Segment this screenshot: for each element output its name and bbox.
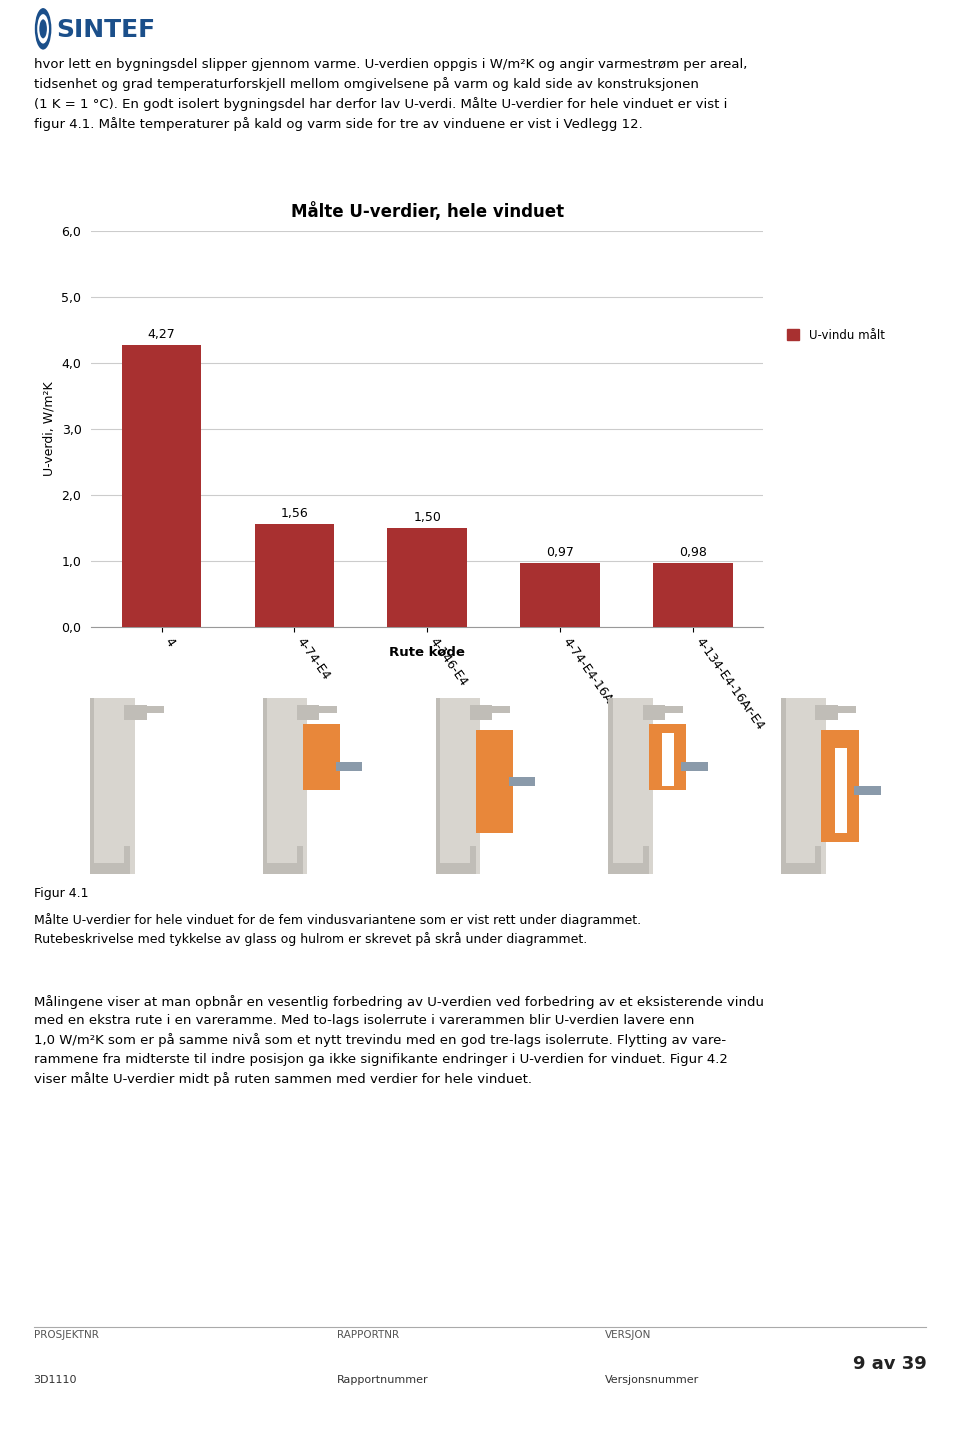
Bar — [476, 730, 513, 833]
Bar — [649, 724, 685, 790]
Bar — [835, 748, 847, 833]
Y-axis label: U-verdi, W/m²K: U-verdi, W/m²K — [43, 382, 56, 476]
Text: 1,56: 1,56 — [280, 508, 308, 521]
Bar — [90, 698, 134, 874]
Bar — [642, 705, 665, 720]
Bar — [472, 707, 510, 712]
Text: Versjonsnummer: Versjonsnummer — [605, 1374, 699, 1384]
Bar — [781, 698, 785, 874]
Bar — [122, 345, 202, 627]
Bar — [781, 862, 818, 874]
Text: Rapportnummer: Rapportnummer — [337, 1374, 429, 1384]
Text: 9 av 39: 9 av 39 — [852, 1355, 926, 1373]
Text: Målingene viser at man opbnår en vesentlig forbedring av U-verdien ved forbedrin: Målingene viser at man opbnår en vesentl… — [34, 995, 763, 1086]
Text: 0,98: 0,98 — [679, 545, 707, 558]
Bar — [297, 846, 303, 874]
Bar — [662, 734, 674, 786]
Bar — [520, 564, 600, 627]
Bar — [854, 786, 881, 795]
Bar — [781, 698, 826, 874]
Bar — [336, 761, 363, 771]
Bar — [682, 761, 708, 771]
Legend: U-vindu målt: U-vindu målt — [782, 324, 889, 346]
Bar — [612, 698, 645, 725]
Bar — [440, 698, 472, 725]
Bar — [263, 862, 300, 874]
Text: 4,27: 4,27 — [148, 329, 176, 342]
Bar — [387, 528, 468, 627]
Bar — [815, 705, 838, 720]
Circle shape — [39, 19, 47, 39]
Bar — [646, 707, 683, 712]
Bar — [642, 846, 649, 874]
Bar — [263, 698, 267, 874]
Text: 1,50: 1,50 — [413, 510, 442, 525]
Bar — [509, 776, 536, 786]
Bar — [263, 698, 307, 874]
Bar — [436, 862, 472, 874]
Bar — [469, 705, 492, 720]
Bar — [127, 707, 164, 712]
Bar — [815, 846, 822, 874]
Bar — [609, 862, 646, 874]
Text: Rute kode: Rute kode — [389, 646, 466, 659]
Bar — [267, 698, 300, 725]
Bar — [124, 846, 131, 874]
Text: SINTEF: SINTEF — [56, 17, 156, 42]
Bar — [609, 698, 612, 874]
Bar — [436, 698, 440, 874]
Bar — [94, 698, 127, 725]
Bar — [469, 846, 476, 874]
Bar — [653, 562, 732, 627]
Text: hvor lett en bygningsdel slipper gjennom varme. U-verdien oppgis i W/m²K og angi: hvor lett en bygningsdel slipper gjennom… — [34, 58, 747, 131]
Bar — [124, 705, 147, 720]
Title: Målte U-verdier, hele vinduet: Målte U-verdier, hele vinduet — [291, 202, 564, 221]
Bar — [297, 705, 320, 720]
Text: VERSJON: VERSJON — [605, 1330, 652, 1340]
Circle shape — [37, 14, 49, 43]
Text: Målte U-verdier for hele vinduet for de fem vindusvariantene som er vist rett un: Målte U-verdier for hele vinduet for de … — [34, 913, 640, 946]
Bar — [254, 525, 334, 627]
Bar — [90, 698, 94, 874]
Bar — [303, 724, 340, 790]
Bar — [822, 730, 858, 842]
Text: Figur 4.1: Figur 4.1 — [34, 887, 88, 900]
Bar — [300, 707, 337, 712]
Bar — [818, 707, 855, 712]
Text: 0,97: 0,97 — [546, 547, 574, 559]
Circle shape — [35, 9, 52, 49]
Bar — [436, 698, 480, 874]
Bar — [785, 698, 818, 725]
Text: RAPPORTNR: RAPPORTNR — [337, 1330, 399, 1340]
Bar — [90, 862, 127, 874]
Bar — [609, 698, 653, 874]
Text: PROSJEKTNR: PROSJEKTNR — [34, 1330, 99, 1340]
Text: 3D1110: 3D1110 — [34, 1374, 77, 1384]
